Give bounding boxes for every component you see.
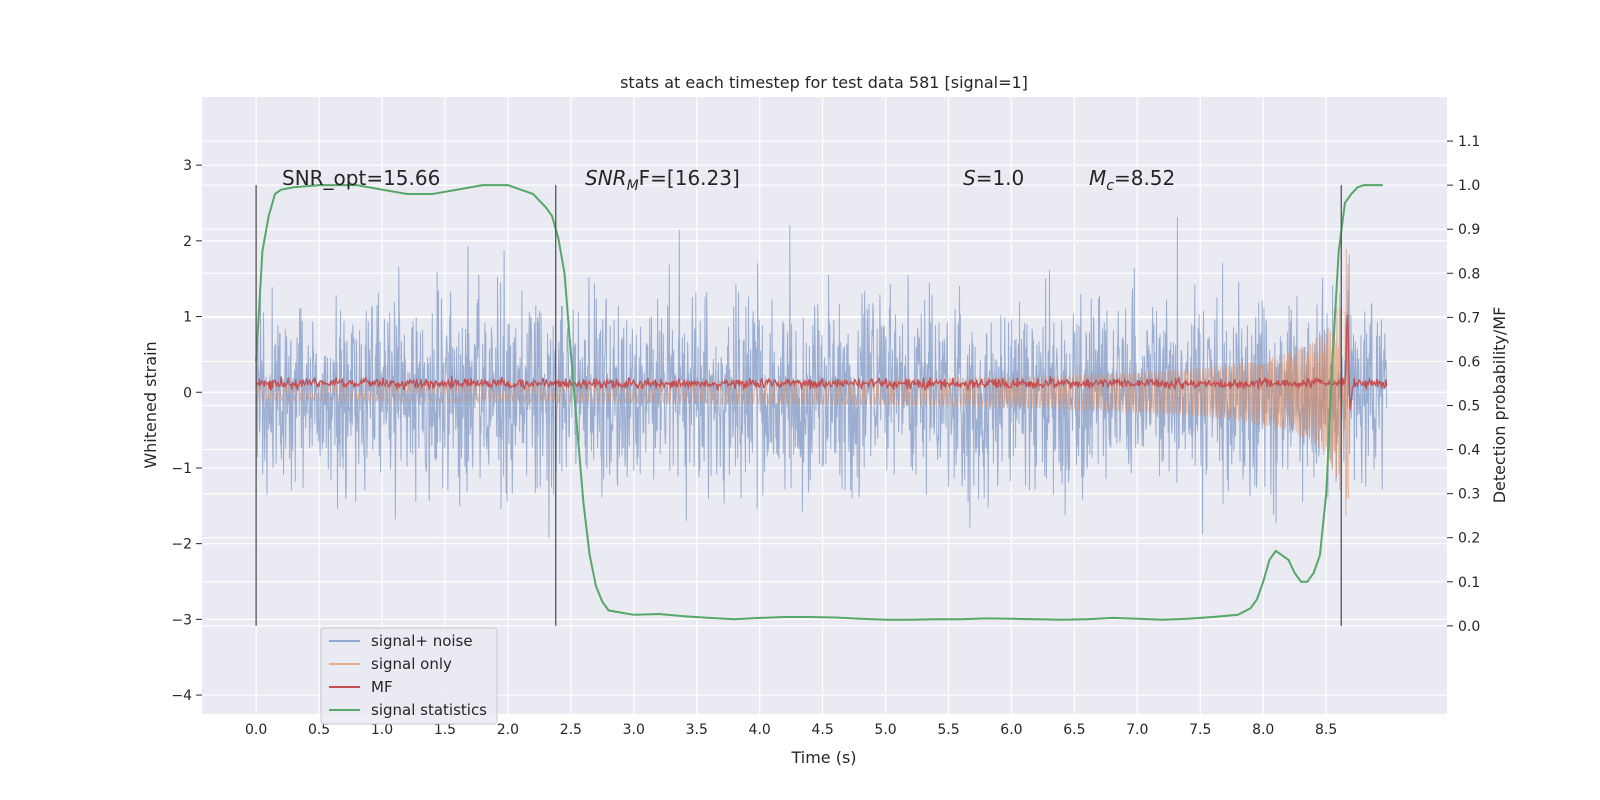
y2-tick-label: 0.6: [1458, 354, 1480, 370]
signal-statistics-line: [255, 184, 1383, 621]
y2-ticks: 1.1 1.0 0.9 0.8 0.7 0.6 0.5 0.4 0.3 0.2 0.1 0.0: [1447, 134, 1480, 635]
legend: signal+ noise signal only MF signal stat…: [320, 627, 498, 725]
y-tick-label: −2: [171, 537, 192, 553]
x-tick-label: 5.0: [874, 722, 896, 738]
snr-opt-annotation: SNR_opt=15.66: [282, 166, 440, 190]
x-tick-label: 2.5: [560, 722, 582, 738]
y-tick-label: 0: [183, 385, 192, 401]
y2-tick-label: 0.4: [1458, 443, 1480, 459]
y2-tick-label: 0.5: [1458, 399, 1480, 415]
y2-tick-label: 0.2: [1458, 531, 1480, 547]
x-tick-label: 6.0: [1000, 722, 1022, 738]
legend-label-mf: MF: [371, 678, 393, 696]
x-tick-label: 1.5: [434, 722, 456, 738]
x-tick-label: 6.5: [1063, 722, 1085, 738]
x-tick-label: 4.0: [749, 722, 771, 738]
x-ticks: 0.0 0.5 1.0 1.5 2.0 2.5 3.0 3.5 4.0 4.5 5.0 5.5 6.0 6…: [245, 722, 1337, 738]
snr-mf-suffix: F=[16.23]: [639, 166, 740, 190]
x-tick-label: 0.0: [245, 722, 267, 738]
x-tick-label: 3.5: [686, 722, 708, 738]
y2-tick-label: 0.8: [1458, 266, 1480, 282]
mc-sub: c: [1106, 178, 1114, 194]
x-tick-label: 8.0: [1252, 722, 1274, 738]
chart-title: stats at each timestep for test data 581…: [620, 73, 1028, 92]
mc-value: =8.52: [1114, 166, 1175, 190]
x-tick-label: 5.5: [937, 722, 959, 738]
mc-annotation: Mc=8.52: [1089, 166, 1175, 194]
plot-area: [255, 184, 1388, 621]
y-tick-label: −1: [171, 461, 192, 477]
x-tick-label: 4.5: [811, 722, 833, 738]
s-italic: S: [963, 166, 976, 190]
y-axis-label: Whitened strain: [141, 341, 160, 468]
y-tick-label: −3: [171, 612, 192, 628]
vertical-markers: [255, 185, 1342, 626]
y2-tick-label: 0.1: [1458, 575, 1480, 591]
s-value: =1.0: [976, 166, 1025, 190]
x-tick-label: 7.0: [1126, 722, 1148, 738]
legend-label-signal-noise: signal+ noise: [371, 632, 473, 650]
y2-tick-label: 0.9: [1458, 222, 1480, 238]
y-tick-label: 1: [183, 310, 192, 326]
x-tick-label: 2.0: [497, 722, 519, 738]
annotations: SNR_opt=15.66 SNRMF=[16.23] S=1.0 Mc=8.5…: [282, 166, 1175, 194]
snr-mf-annotation: SNRMF=[16.23]: [585, 166, 740, 194]
x-tick-label: 3.0: [623, 722, 645, 738]
x-axis-label: Time (s): [790, 748, 856, 767]
snr-mf-prefix: SNR: [585, 166, 627, 190]
y2-axis-label: Detection probability/MF: [1490, 307, 1509, 504]
mc-italic: M: [1089, 166, 1106, 190]
y-tick-label: 3: [183, 158, 192, 174]
x-tick-label: 7.5: [1189, 722, 1211, 738]
y2-tick-label: 0.0: [1458, 619, 1480, 635]
y-tick-label: 2: [183, 234, 192, 250]
y2-tick-label: 1.0: [1458, 178, 1480, 194]
signal-noise-line: [255, 217, 1388, 538]
legend-label-signal-only: signal only: [371, 655, 452, 673]
legend-label-signal-statistics: signal statistics: [371, 701, 487, 719]
y-ticks: 3 2 1 0 −1 −2 −3 −4: [171, 158, 202, 704]
x-tick-label: 8.5: [1315, 722, 1337, 738]
y2-tick-label: 1.1: [1458, 134, 1480, 150]
y-tick-label: −4: [171, 688, 192, 704]
signal-only-line: [255, 248, 1350, 516]
s-annotation: S=1.0: [963, 166, 1024, 190]
mf-line: [255, 314, 1388, 410]
snr-mf-sub: M: [627, 178, 639, 194]
x-tick-label: 1.0: [371, 722, 393, 738]
legend-box: [320, 627, 498, 725]
y2-tick-label: 0.7: [1458, 310, 1480, 326]
x-tick-label: 0.5: [308, 722, 330, 738]
y2-tick-label: 0.3: [1458, 487, 1480, 503]
